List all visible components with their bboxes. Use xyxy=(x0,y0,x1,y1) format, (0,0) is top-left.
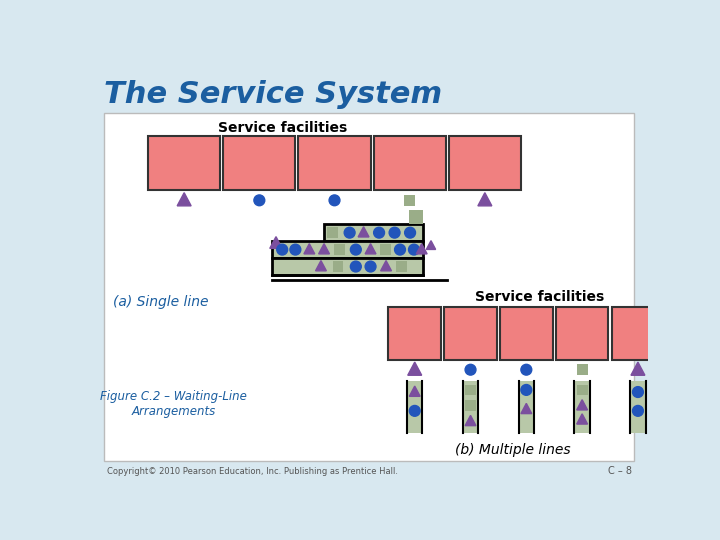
Polygon shape xyxy=(177,193,191,206)
Circle shape xyxy=(465,364,476,375)
Circle shape xyxy=(405,227,415,238)
Text: Figure C.2 – Waiting-Line
Arrangements: Figure C.2 – Waiting-Line Arrangements xyxy=(100,389,247,417)
Circle shape xyxy=(290,244,301,255)
Bar xyxy=(630,381,646,433)
Polygon shape xyxy=(577,400,588,410)
Circle shape xyxy=(374,227,384,238)
Circle shape xyxy=(365,261,376,272)
Circle shape xyxy=(521,384,532,395)
Bar xyxy=(272,241,423,258)
Bar xyxy=(380,244,391,255)
Bar xyxy=(223,136,295,190)
Polygon shape xyxy=(408,362,422,375)
Text: The Service System: The Service System xyxy=(104,79,442,109)
Bar xyxy=(148,136,220,190)
Polygon shape xyxy=(416,244,427,254)
Bar xyxy=(500,307,553,361)
Circle shape xyxy=(395,244,405,255)
Bar xyxy=(374,136,446,190)
Circle shape xyxy=(632,387,644,397)
Circle shape xyxy=(389,227,400,238)
Text: (a) Single line: (a) Single line xyxy=(113,295,209,309)
Polygon shape xyxy=(426,241,436,249)
Polygon shape xyxy=(409,386,420,396)
Polygon shape xyxy=(270,237,282,248)
Bar xyxy=(327,227,338,238)
Circle shape xyxy=(408,244,419,255)
Bar xyxy=(444,307,497,361)
Bar xyxy=(518,381,534,433)
Text: Service facilities: Service facilities xyxy=(217,121,347,135)
Bar xyxy=(388,307,441,361)
Circle shape xyxy=(409,406,420,416)
Polygon shape xyxy=(577,414,588,424)
Bar xyxy=(407,381,423,433)
Bar xyxy=(463,381,478,433)
Bar xyxy=(577,384,588,395)
Polygon shape xyxy=(358,227,369,237)
Text: Service facilities: Service facilities xyxy=(475,291,604,305)
Circle shape xyxy=(329,195,340,206)
Bar xyxy=(324,224,423,241)
Circle shape xyxy=(254,195,265,206)
Bar xyxy=(409,211,423,224)
FancyBboxPatch shape xyxy=(104,112,634,461)
Polygon shape xyxy=(478,193,492,206)
Polygon shape xyxy=(521,403,532,414)
Bar xyxy=(465,400,476,411)
Bar xyxy=(575,381,590,433)
Text: Copyright© 2010 Pearson Education, Inc. Publishing as Prentice Hall.: Copyright© 2010 Pearson Education, Inc. … xyxy=(107,467,398,476)
Circle shape xyxy=(344,227,355,238)
Circle shape xyxy=(351,261,361,272)
Bar xyxy=(577,364,588,375)
Bar xyxy=(556,307,608,361)
Text: (b) Multiple lines: (b) Multiple lines xyxy=(454,443,570,457)
Polygon shape xyxy=(304,244,315,254)
Bar xyxy=(272,258,423,275)
Bar xyxy=(334,244,345,255)
Polygon shape xyxy=(631,362,645,375)
Circle shape xyxy=(521,364,532,375)
Polygon shape xyxy=(465,415,476,426)
Polygon shape xyxy=(381,261,392,271)
Bar xyxy=(611,307,665,361)
Polygon shape xyxy=(365,244,376,254)
Polygon shape xyxy=(315,261,326,271)
Bar xyxy=(299,136,371,190)
Bar xyxy=(396,261,407,272)
Bar xyxy=(333,261,343,272)
Bar xyxy=(449,136,521,190)
Circle shape xyxy=(351,244,361,255)
Circle shape xyxy=(632,406,644,416)
Bar xyxy=(465,384,476,395)
Text: C – 8: C – 8 xyxy=(608,467,632,476)
Circle shape xyxy=(276,244,287,255)
Bar xyxy=(404,195,415,206)
Polygon shape xyxy=(319,244,330,254)
